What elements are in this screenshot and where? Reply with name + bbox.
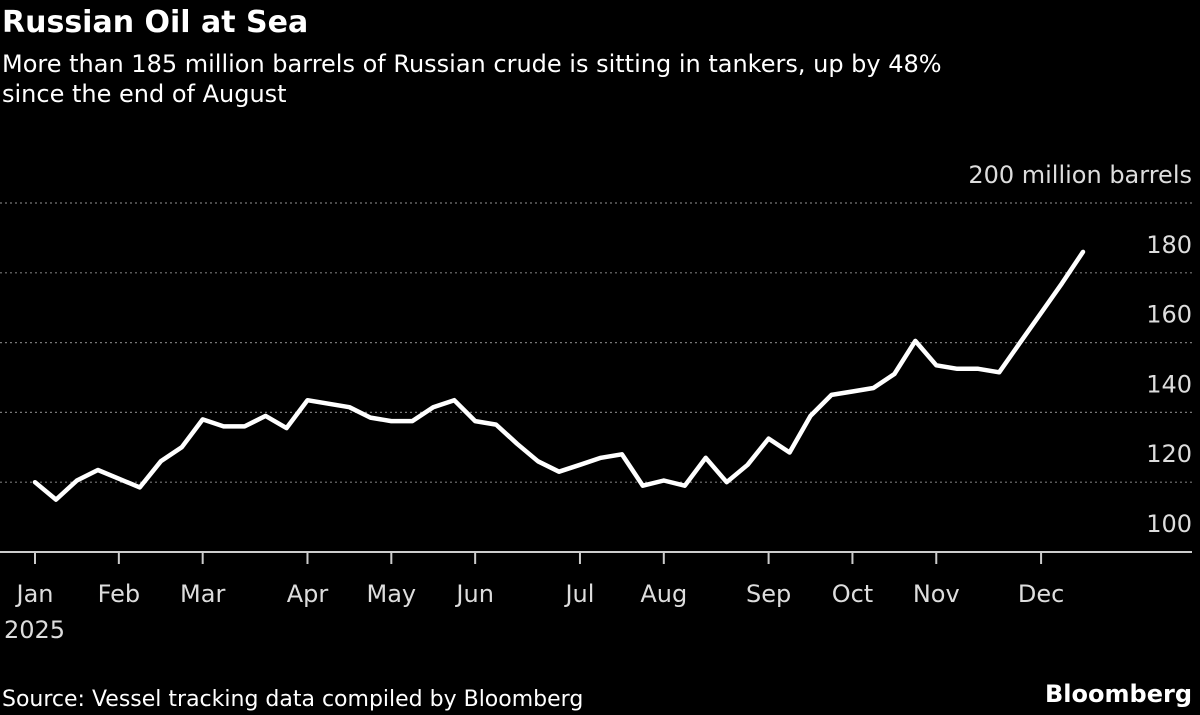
y-tick-label: 180 (1146, 231, 1192, 259)
chart-title: Russian Oil at Sea (2, 5, 308, 40)
y-tick-label: 140 (1146, 370, 1192, 398)
y-tick-label: 200 million barrels (968, 161, 1192, 189)
x-tick-label: Aug (640, 580, 687, 608)
y-tick-label: 160 (1146, 301, 1192, 329)
source: Source: Vessel tracking data compiled by… (2, 687, 583, 712)
x-tick-label: Feb (98, 580, 141, 608)
x-tick-label: Apr (287, 580, 329, 608)
y-tick-label: 100 (1146, 510, 1192, 538)
brand: Bloomberg (1045, 680, 1192, 708)
x-tick-label: Oct (832, 580, 874, 608)
x-sublabel: 2025 (4, 616, 65, 644)
x-tick-label: May (367, 580, 417, 608)
chart-subtitle: More than 185 million barrels of Russian… (2, 50, 942, 108)
x-tick-label: Dec (1018, 580, 1064, 608)
y-tick-label: 120 (1146, 440, 1192, 468)
x-tick-label: Nov (913, 580, 960, 608)
x-tick-label: Jul (563, 580, 594, 608)
x-tick-label: Sep (746, 580, 791, 608)
x-tick-label: Mar (180, 580, 225, 608)
x-tick-label: Jun (454, 580, 494, 608)
x-tick-label: Jan (15, 580, 54, 608)
line-series (32, 249, 1086, 502)
